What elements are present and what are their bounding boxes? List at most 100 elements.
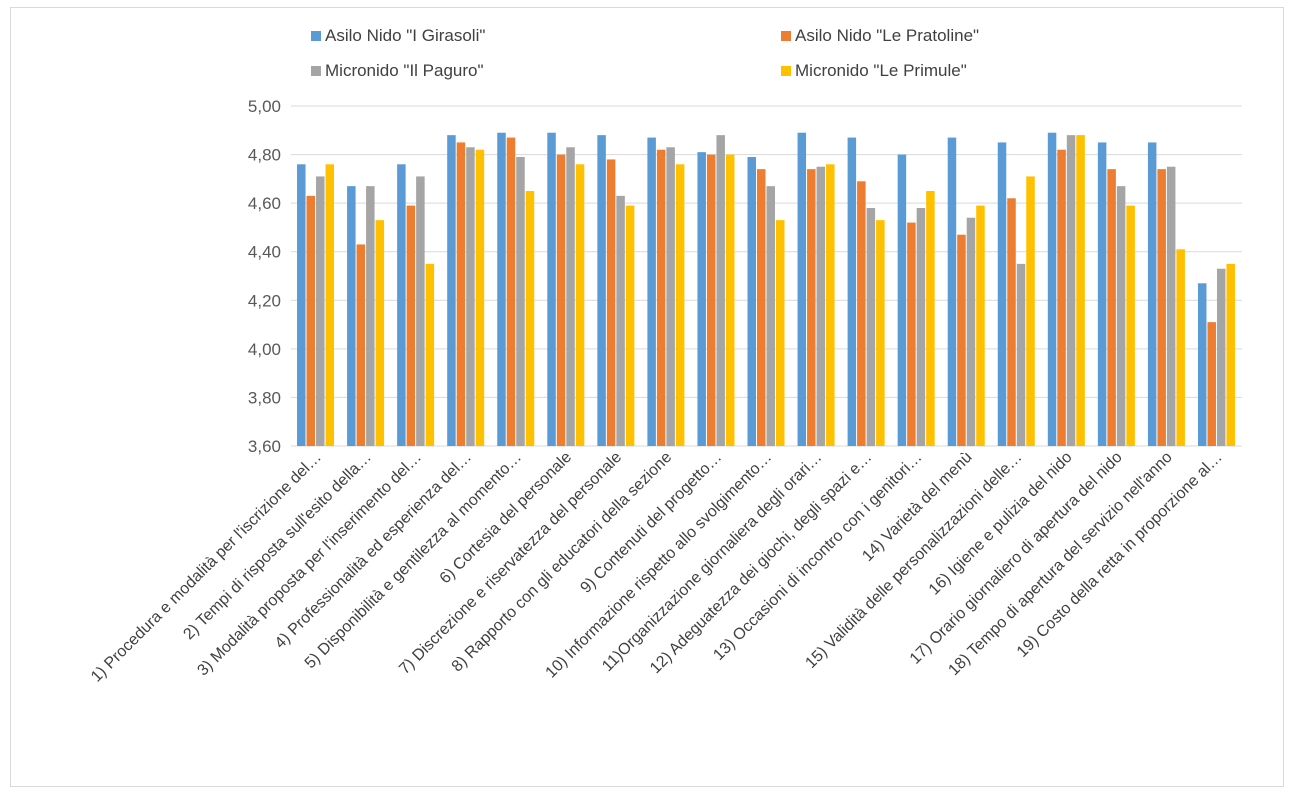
bar	[757, 169, 766, 446]
bar	[1157, 169, 1166, 446]
bar	[866, 208, 876, 446]
bar	[1126, 205, 1135, 446]
bar	[666, 147, 675, 447]
bar	[506, 137, 516, 447]
bar	[475, 149, 485, 446]
y-tick-label: 4,00	[248, 340, 281, 359]
bar	[1216, 268, 1226, 446]
bar	[556, 154, 566, 447]
bar	[297, 164, 306, 447]
bar	[647, 137, 656, 447]
bar	[575, 164, 585, 447]
bar	[725, 154, 735, 447]
y-tick-label: 4,40	[248, 243, 281, 262]
y-tick-label: 4,60	[248, 194, 281, 213]
x-category-label: 3) Modalità proposta per l'inserimento d…	[194, 449, 425, 680]
bar	[857, 181, 866, 447]
bar	[947, 137, 957, 447]
bar	[497, 132, 506, 446]
bar	[425, 263, 435, 446]
legend-label: Micronido "Il Paguro"	[325, 61, 484, 80]
bar	[325, 164, 335, 447]
legend-swatch	[781, 31, 791, 41]
bar	[1097, 142, 1107, 446]
bar	[807, 169, 816, 446]
bar	[616, 195, 625, 446]
bar	[566, 147, 575, 447]
bar	[656, 149, 666, 446]
x-axis-category-labels: 1) Procedura e modalità per l'iscrizione…	[88, 449, 1226, 686]
bar	[1066, 135, 1076, 446]
bar	[1207, 322, 1216, 446]
y-axis-tick-labels: 5,00 4,80 4,60 4,40 4,20 4,00 3,80 3,60	[248, 97, 281, 456]
bar	[525, 191, 535, 446]
bar	[1166, 166, 1176, 446]
bar	[1057, 149, 1066, 446]
legend-label: Asilo Nido "Le Pratoline"	[795, 26, 979, 45]
y-tick-label: 3,60	[248, 437, 281, 456]
bar	[697, 152, 706, 446]
bar	[1007, 198, 1016, 446]
bar	[907, 222, 916, 446]
bar	[826, 164, 835, 447]
legend-label: Asilo Nido "I Girasoli"	[325, 26, 485, 45]
y-tick-label: 5,00	[248, 97, 281, 116]
bar	[1116, 186, 1126, 446]
bar	[1176, 249, 1185, 446]
y-tick-label: 3,80	[248, 388, 281, 407]
bar	[916, 208, 926, 446]
bar	[716, 135, 725, 446]
bar	[316, 176, 325, 446]
bar	[1107, 169, 1116, 446]
bar	[356, 244, 366, 446]
y-tick-label: 4,20	[248, 291, 281, 310]
bar	[606, 159, 616, 446]
bar	[306, 195, 316, 446]
bar	[766, 186, 775, 446]
bar	[1147, 142, 1157, 446]
bar	[1226, 263, 1235, 446]
bar	[597, 135, 606, 446]
bar	[466, 147, 475, 447]
bar	[997, 142, 1007, 446]
x-category-label: 1) Procedura e modalità per l'iscrizione…	[88, 449, 325, 686]
bar	[706, 154, 716, 447]
bar	[397, 164, 406, 447]
bar	[1197, 283, 1207, 446]
legend-swatch	[781, 66, 791, 76]
x-category-label: 2) Tempi di risposta sull'esito della…	[180, 449, 374, 643]
bar	[347, 186, 356, 446]
bars	[297, 132, 1235, 447]
bar	[816, 166, 826, 446]
bar	[1026, 176, 1035, 446]
bar	[416, 176, 425, 446]
legend: Asilo Nido "I Girasoli" Asilo Nido "Le Pr…	[311, 26, 979, 80]
bar	[675, 164, 685, 447]
legend-label: Micronido "Le Primule"	[795, 61, 967, 80]
bar	[876, 220, 885, 446]
bar	[375, 220, 385, 446]
legend-swatch	[311, 66, 321, 76]
bar	[747, 157, 756, 446]
bar	[897, 154, 907, 447]
bar	[797, 132, 807, 446]
bar	[776, 220, 785, 446]
bar	[1016, 263, 1026, 446]
bar	[1047, 132, 1057, 446]
bar	[456, 142, 466, 446]
bar	[966, 217, 976, 446]
bar	[926, 191, 935, 446]
bar	[406, 205, 416, 446]
bar	[847, 137, 857, 447]
bar	[976, 205, 985, 446]
bar	[447, 135, 456, 446]
bar	[1076, 135, 1085, 446]
bar	[366, 186, 375, 446]
legend-swatch	[311, 31, 321, 41]
bar	[547, 132, 556, 446]
bar	[625, 205, 635, 446]
bar	[957, 234, 966, 446]
y-tick-label: 4,80	[248, 146, 281, 165]
bar	[516, 157, 525, 446]
